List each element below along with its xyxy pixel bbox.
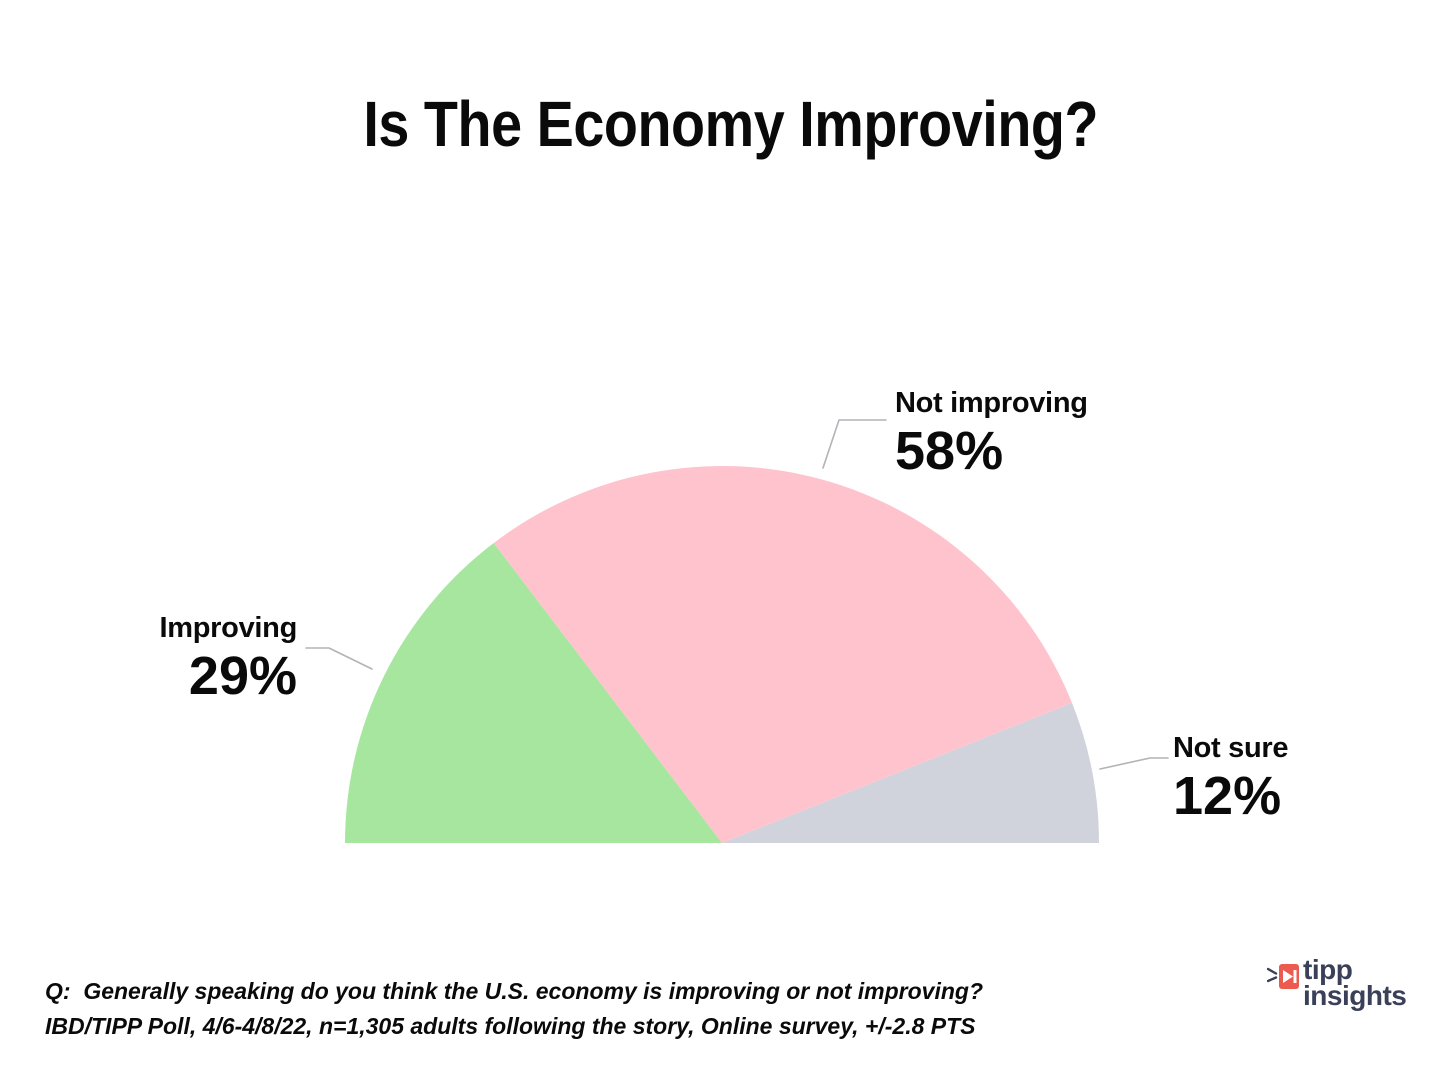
logo-word-insights: insights [1303, 980, 1407, 1012]
footer-question: Q: Generally speaking do you think the U… [45, 978, 984, 1004]
slice-label-improving: Improving [159, 612, 298, 644]
callout-not-sure: Not sure 12% [1173, 732, 1289, 826]
slice-not-sure [722, 702, 1099, 843]
footer-source: IBD/TIPP Poll, 4/6-4/8/22, n=1,305 adult… [45, 1013, 976, 1039]
slice-value-not-sure: 12% [1173, 766, 1282, 826]
leader-line-improving [305, 647, 373, 670]
slice-not-improving [493, 466, 1072, 843]
chart-wedges [345, 466, 1099, 843]
callout-not-improving: Not improving 58% [895, 387, 1088, 481]
tipp-insights-logo-icon [1267, 964, 1299, 989]
logo-word-tipp: tipp [1303, 954, 1353, 985]
page-title-text: Is The Economy Improving? [363, 88, 1098, 160]
slice-value-improving: 29% [188, 646, 297, 706]
slice-label-not-improving: Not improving [895, 387, 1088, 419]
callout-improving: Improving 29% [77, 612, 298, 706]
leader-line-not-improving [822, 419, 887, 469]
tipp-insights-logo: tipp insights [1267, 954, 1407, 1012]
tipp-insights-logo-text: tipp insights [1303, 954, 1407, 1012]
slice-label-not-sure: Not sure [1173, 732, 1289, 764]
slice-value-not-improving: 58% [895, 421, 1004, 481]
slice-improving [345, 543, 722, 843]
page-title: Is The Economy Improving? [0, 92, 1440, 156]
footer-notes: Q: Generally speaking do you think the U… [45, 980, 983, 1038]
leader-line-not-sure [1099, 757, 1169, 770]
